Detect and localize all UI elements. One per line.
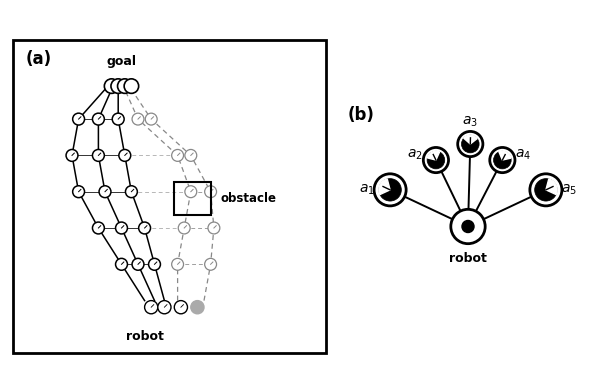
Circle shape — [92, 222, 104, 234]
Circle shape — [132, 258, 144, 270]
Circle shape — [112, 113, 124, 125]
Circle shape — [205, 186, 217, 198]
Circle shape — [149, 258, 160, 270]
Text: (b): (b) — [348, 106, 374, 124]
Circle shape — [125, 186, 137, 198]
Circle shape — [424, 147, 449, 173]
Circle shape — [451, 209, 485, 244]
Circle shape — [99, 186, 111, 198]
Circle shape — [124, 79, 139, 93]
Circle shape — [458, 131, 483, 157]
Polygon shape — [427, 151, 440, 160]
Circle shape — [490, 147, 515, 173]
Circle shape — [66, 149, 78, 161]
Circle shape — [139, 222, 151, 234]
Circle shape — [111, 79, 125, 93]
Circle shape — [92, 113, 104, 125]
Polygon shape — [499, 151, 511, 160]
Circle shape — [530, 174, 562, 206]
Text: (a): (a) — [26, 50, 52, 68]
Circle shape — [73, 113, 85, 125]
Circle shape — [178, 222, 190, 234]
Circle shape — [208, 222, 220, 234]
Circle shape — [205, 258, 217, 270]
Circle shape — [132, 113, 144, 125]
Circle shape — [116, 222, 127, 234]
Text: $a_4$: $a_4$ — [515, 147, 531, 161]
Polygon shape — [464, 135, 477, 144]
Polygon shape — [379, 179, 390, 195]
Circle shape — [73, 186, 85, 198]
Circle shape — [172, 258, 184, 270]
Text: $a_3$: $a_3$ — [463, 115, 478, 129]
Circle shape — [185, 186, 197, 198]
Text: $a_5$: $a_5$ — [561, 183, 577, 197]
Circle shape — [92, 149, 104, 161]
Circle shape — [119, 149, 131, 161]
Circle shape — [535, 179, 557, 201]
Circle shape — [158, 301, 171, 314]
Circle shape — [461, 135, 479, 153]
Circle shape — [172, 149, 184, 161]
Circle shape — [494, 151, 511, 169]
Circle shape — [191, 301, 204, 314]
Circle shape — [379, 179, 401, 201]
Circle shape — [116, 258, 127, 270]
Bar — [175, 182, 211, 215]
Text: obstacle: obstacle — [221, 192, 277, 205]
Text: goal: goal — [107, 55, 137, 68]
Circle shape — [462, 220, 474, 232]
Circle shape — [145, 113, 157, 125]
Circle shape — [104, 79, 119, 93]
Circle shape — [185, 149, 197, 161]
Circle shape — [175, 301, 188, 314]
Text: robot: robot — [125, 330, 164, 343]
Text: $a_1$: $a_1$ — [359, 183, 375, 197]
Circle shape — [374, 174, 406, 206]
Circle shape — [145, 301, 158, 314]
Circle shape — [427, 151, 445, 169]
Text: $a_2$: $a_2$ — [407, 147, 423, 161]
Text: robot: robot — [449, 252, 487, 265]
FancyBboxPatch shape — [13, 40, 326, 353]
Polygon shape — [546, 179, 557, 195]
Circle shape — [118, 79, 132, 93]
